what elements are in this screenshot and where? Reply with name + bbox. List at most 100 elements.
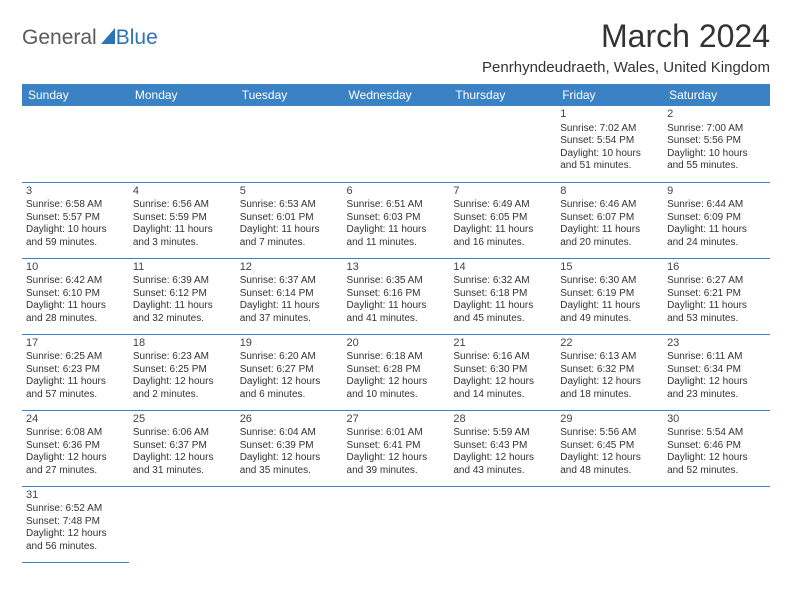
day-info-line: Daylight: 11 hours [453,300,552,313]
day-number: 7 [453,185,552,199]
calendar-day-cell: 29Sunrise: 5:56 AMSunset: 6:45 PMDayligh… [556,410,663,486]
calendar-week-row: 10Sunrise: 6:42 AMSunset: 6:10 PMDayligh… [22,258,770,334]
day-info-line: Daylight: 11 hours [133,300,232,313]
day-info-line: Sunrise: 6:25 AM [26,351,125,364]
calendar-week-row: 24Sunrise: 6:08 AMSunset: 6:36 PMDayligh… [22,410,770,486]
day-info-line: Sunrise: 6:30 AM [560,275,659,288]
calendar-day-cell: 31Sunrise: 6:52 AMSunset: 7:48 PMDayligh… [22,486,129,562]
day-info-line: and 43 minutes. [453,465,552,478]
day-info-line: Sunset: 6:12 PM [133,288,232,301]
day-info-line: Sunset: 6:43 PM [453,440,552,453]
day-info-line: and 41 minutes. [347,313,446,326]
day-number: 16 [667,261,766,275]
day-info-line: Sunrise: 6:39 AM [133,275,232,288]
day-info-line: Sunrise: 6:56 AM [133,199,232,212]
calendar-day-cell: 12Sunrise: 6:37 AMSunset: 6:14 PMDayligh… [236,258,343,334]
day-number: 8 [560,185,659,199]
location-text: Penrhyndeudraeth, Wales, United Kingdom [482,59,770,76]
day-info-line: Sunset: 5:57 PM [26,212,125,225]
day-info-line: Daylight: 12 hours [240,376,339,389]
calendar-day-cell [556,486,663,562]
day-info-line: and 7 minutes. [240,237,339,250]
day-info-line: Sunrise: 5:54 AM [667,427,766,440]
day-info-line: Sunrise: 6:52 AM [26,503,125,516]
day-info-line: and 35 minutes. [240,465,339,478]
calendar-day-cell [343,486,450,562]
day-info-line: Sunrise: 5:56 AM [560,427,659,440]
calendar-day-cell: 5Sunrise: 6:53 AMSunset: 6:01 PMDaylight… [236,182,343,258]
day-info-line: Sunset: 6:03 PM [347,212,446,225]
calendar-day-cell: 1Sunrise: 7:02 AMSunset: 5:54 PMDaylight… [556,106,663,182]
calendar-day-cell: 25Sunrise: 6:06 AMSunset: 6:37 PMDayligh… [129,410,236,486]
day-number: 20 [347,337,446,351]
day-number: 5 [240,185,339,199]
day-number: 28 [453,413,552,427]
calendar-day-cell: 24Sunrise: 6:08 AMSunset: 6:36 PMDayligh… [22,410,129,486]
day-info-line: and 56 minutes. [26,541,125,554]
day-info-line: Sunset: 6:18 PM [453,288,552,301]
calendar-day-cell: 23Sunrise: 6:11 AMSunset: 6:34 PMDayligh… [663,334,770,410]
day-info-line: and 20 minutes. [560,237,659,250]
day-info-line: and 53 minutes. [667,313,766,326]
day-info-line: and 48 minutes. [560,465,659,478]
day-info-line: and 31 minutes. [133,465,232,478]
header: General Blue March 2024 Penrhyndeudraeth… [22,18,770,76]
day-info-line: Sunset: 5:54 PM [560,135,659,148]
day-number: 11 [133,261,232,275]
calendar-day-cell [236,106,343,182]
day-info-line: and 2 minutes. [133,389,232,402]
day-info-line: Sunrise: 6:49 AM [453,199,552,212]
day-number: 25 [133,413,232,427]
day-info-line: Sunset: 6:45 PM [560,440,659,453]
day-info-line: Sunset: 5:56 PM [667,135,766,148]
day-info-line: Sunrise: 6:06 AM [133,427,232,440]
logo: General Blue [22,26,158,50]
day-info-line: Sunset: 6:36 PM [26,440,125,453]
day-info-line: and 32 minutes. [133,313,232,326]
calendar-day-cell [449,106,556,182]
day-info-line: Sunset: 6:25 PM [133,364,232,377]
calendar-day-cell: 19Sunrise: 6:20 AMSunset: 6:27 PMDayligh… [236,334,343,410]
calendar-week-row: 17Sunrise: 6:25 AMSunset: 6:23 PMDayligh… [22,334,770,410]
day-info-line: Daylight: 12 hours [26,528,125,541]
day-info-line: and 57 minutes. [26,389,125,402]
day-info-line: Sunrise: 6:23 AM [133,351,232,364]
day-info-line: and 45 minutes. [453,313,552,326]
day-info-line: Daylight: 12 hours [26,452,125,465]
calendar-day-cell: 21Sunrise: 6:16 AMSunset: 6:30 PMDayligh… [449,334,556,410]
day-info-line: Daylight: 11 hours [667,300,766,313]
calendar-day-cell: 15Sunrise: 6:30 AMSunset: 6:19 PMDayligh… [556,258,663,334]
day-number: 22 [560,337,659,351]
day-info-line: Sunrise: 6:18 AM [347,351,446,364]
calendar-day-cell: 17Sunrise: 6:25 AMSunset: 6:23 PMDayligh… [22,334,129,410]
day-info-line: and 11 minutes. [347,237,446,250]
day-info-line: Sunset: 7:48 PM [26,516,125,529]
day-info-line: Sunrise: 7:00 AM [667,123,766,136]
calendar-day-cell: 13Sunrise: 6:35 AMSunset: 6:16 PMDayligh… [343,258,450,334]
day-info-line: Sunrise: 7:02 AM [560,123,659,136]
day-number: 26 [240,413,339,427]
day-info-line: Sunset: 6:37 PM [133,440,232,453]
day-number: 6 [347,185,446,199]
calendar-day-cell: 4Sunrise: 6:56 AMSunset: 5:59 PMDaylight… [129,182,236,258]
day-info-line: Sunset: 6:39 PM [240,440,339,453]
weekday-header: Thursday [449,84,556,106]
day-info-line: and 51 minutes. [560,160,659,173]
day-info-line: Sunrise: 6:16 AM [453,351,552,364]
day-info-line: Sunrise: 6:20 AM [240,351,339,364]
calendar-day-cell: 7Sunrise: 6:49 AMSunset: 6:05 PMDaylight… [449,182,556,258]
day-info-line: and 3 minutes. [133,237,232,250]
calendar-day-cell: 3Sunrise: 6:58 AMSunset: 5:57 PMDaylight… [22,182,129,258]
day-info-line: Daylight: 11 hours [133,224,232,237]
weekday-header: Monday [129,84,236,106]
day-info-line: Daylight: 10 hours [560,148,659,161]
weekday-header: Sunday [22,84,129,106]
calendar-day-cell: 30Sunrise: 5:54 AMSunset: 6:46 PMDayligh… [663,410,770,486]
day-info-line: Sunset: 6:09 PM [667,212,766,225]
calendar-day-cell [22,106,129,182]
day-info-line: Sunrise: 6:42 AM [26,275,125,288]
day-number: 3 [26,185,125,199]
weekday-header: Friday [556,84,663,106]
day-info-line: Sunset: 6:14 PM [240,288,339,301]
day-info-line: Sunrise: 6:32 AM [453,275,552,288]
